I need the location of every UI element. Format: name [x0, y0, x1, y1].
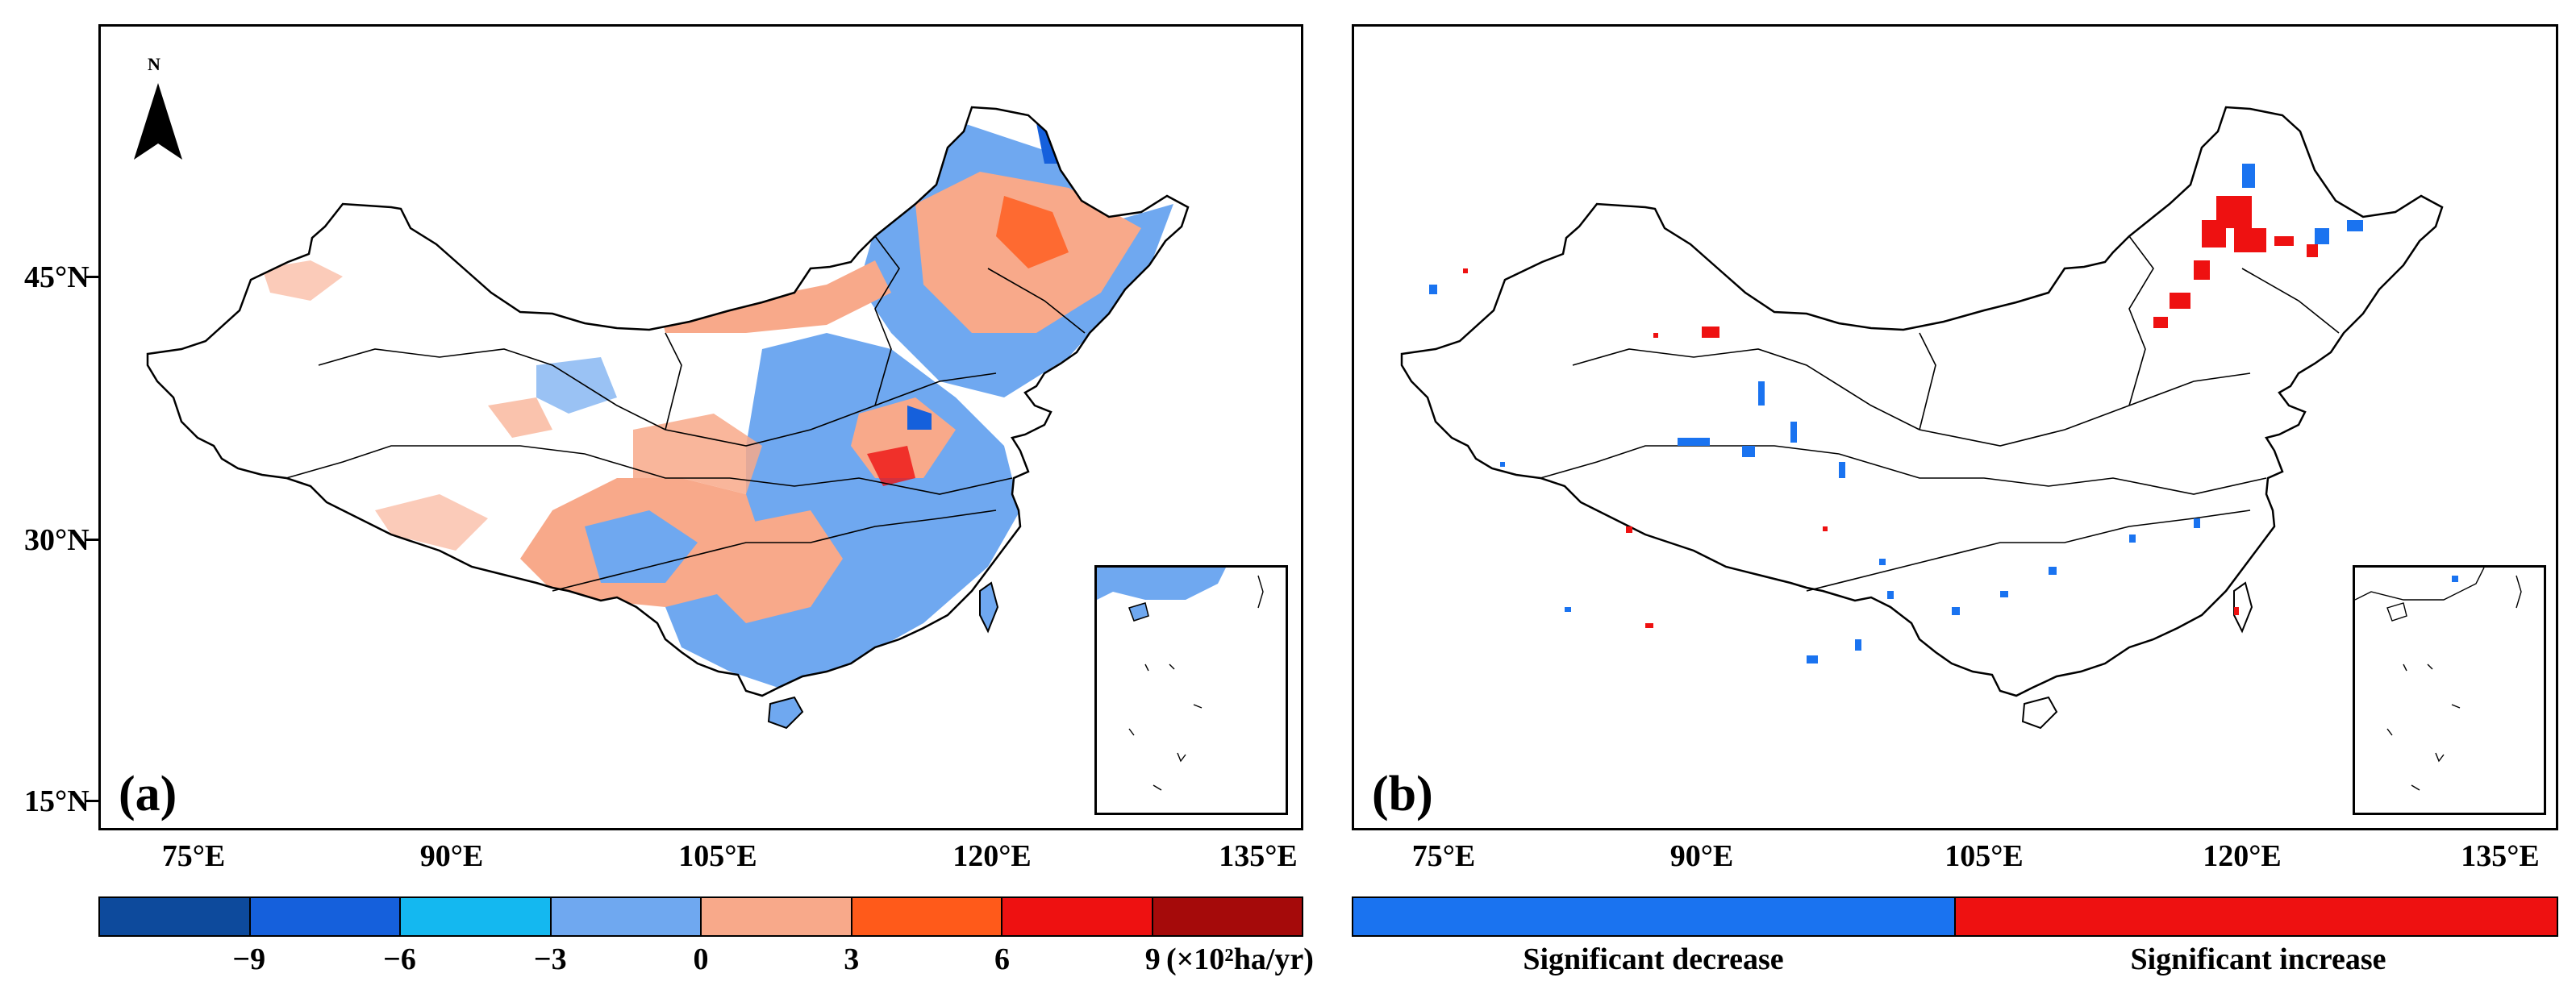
legend-tick-label: −6: [383, 942, 416, 976]
lon-label-b-75e: 75°E: [1411, 839, 1476, 873]
lat-label-30n: 30°N: [24, 523, 90, 557]
north-label: N: [148, 54, 160, 74]
trend-legend-bar: [98, 896, 1303, 937]
lon-label-b-105e: 105°E: [1945, 839, 2024, 873]
significance-map: [1400, 106, 2444, 730]
legend-tick-label: 6: [994, 942, 1010, 976]
trend-map: [146, 106, 1190, 730]
legend-tick-label: 0: [693, 942, 709, 976]
significant-decrease-pixels: [1429, 164, 2363, 663]
lon-label-a-105e: 105°E: [678, 839, 757, 873]
trend-legend-swatch-0: [100, 898, 251, 935]
panel-label-b: (b): [1372, 767, 1433, 822]
trend-legend-swatch-7: [1153, 898, 1302, 935]
map-panel-b: (b): [1352, 24, 2558, 830]
trend-legend-swatch-2: [401, 898, 552, 935]
significance-legend-swatch-0: [1353, 898, 1956, 935]
significant-increase-pixels: [1463, 196, 2318, 628]
trend-legend-swatch-1: [250, 898, 401, 935]
lon-label-a-75e: 75°E: [161, 839, 226, 873]
south-china-sea-inset: [2353, 565, 2546, 815]
trend-legend-swatch-3: [551, 898, 702, 935]
map-panel-a: N (a): [98, 24, 1303, 830]
trend-legend-swatch-5: [852, 898, 1002, 935]
legend-tick-label: 9: [1144, 942, 1161, 976]
legend-tick-label: 3: [844, 942, 860, 976]
south-china-sea-inset: [1094, 565, 1288, 815]
significance-legend-bar: [1352, 896, 2558, 937]
lat-label-45n: 45°N: [24, 260, 90, 294]
legend-significant-increase: Significant increase: [2130, 942, 2386, 976]
trend-legend-swatch-6: [1002, 898, 1153, 935]
panel-label-a: (a): [119, 767, 177, 822]
legend-significant-decrease: Significant decrease: [1523, 942, 1784, 976]
legend-tick-label: −3: [533, 942, 567, 976]
legend-tick-label: −9: [232, 942, 266, 976]
lon-label-a-135e: 135°E: [1219, 839, 1298, 873]
lon-label-b-135e: 135°E: [2461, 839, 2540, 873]
lon-label-a-90e: 90°E: [419, 839, 484, 873]
lon-label-b-90e: 90°E: [1669, 839, 1734, 873]
significance-legend-swatch-1: [1956, 898, 2557, 935]
province-boundaries: [286, 235, 1086, 592]
lat-label-15n: 15°N: [24, 784, 90, 818]
lon-label-b-120e: 120°E: [2203, 839, 2282, 873]
trend-raster: [173, 123, 1173, 688]
north-arrow-icon: [130, 59, 186, 164]
legend-unit-label: (×10²ha/yr): [1166, 942, 1314, 976]
lon-label-a-120e: 120°E: [952, 839, 1032, 873]
trend-legend-swatch-4: [702, 898, 852, 935]
